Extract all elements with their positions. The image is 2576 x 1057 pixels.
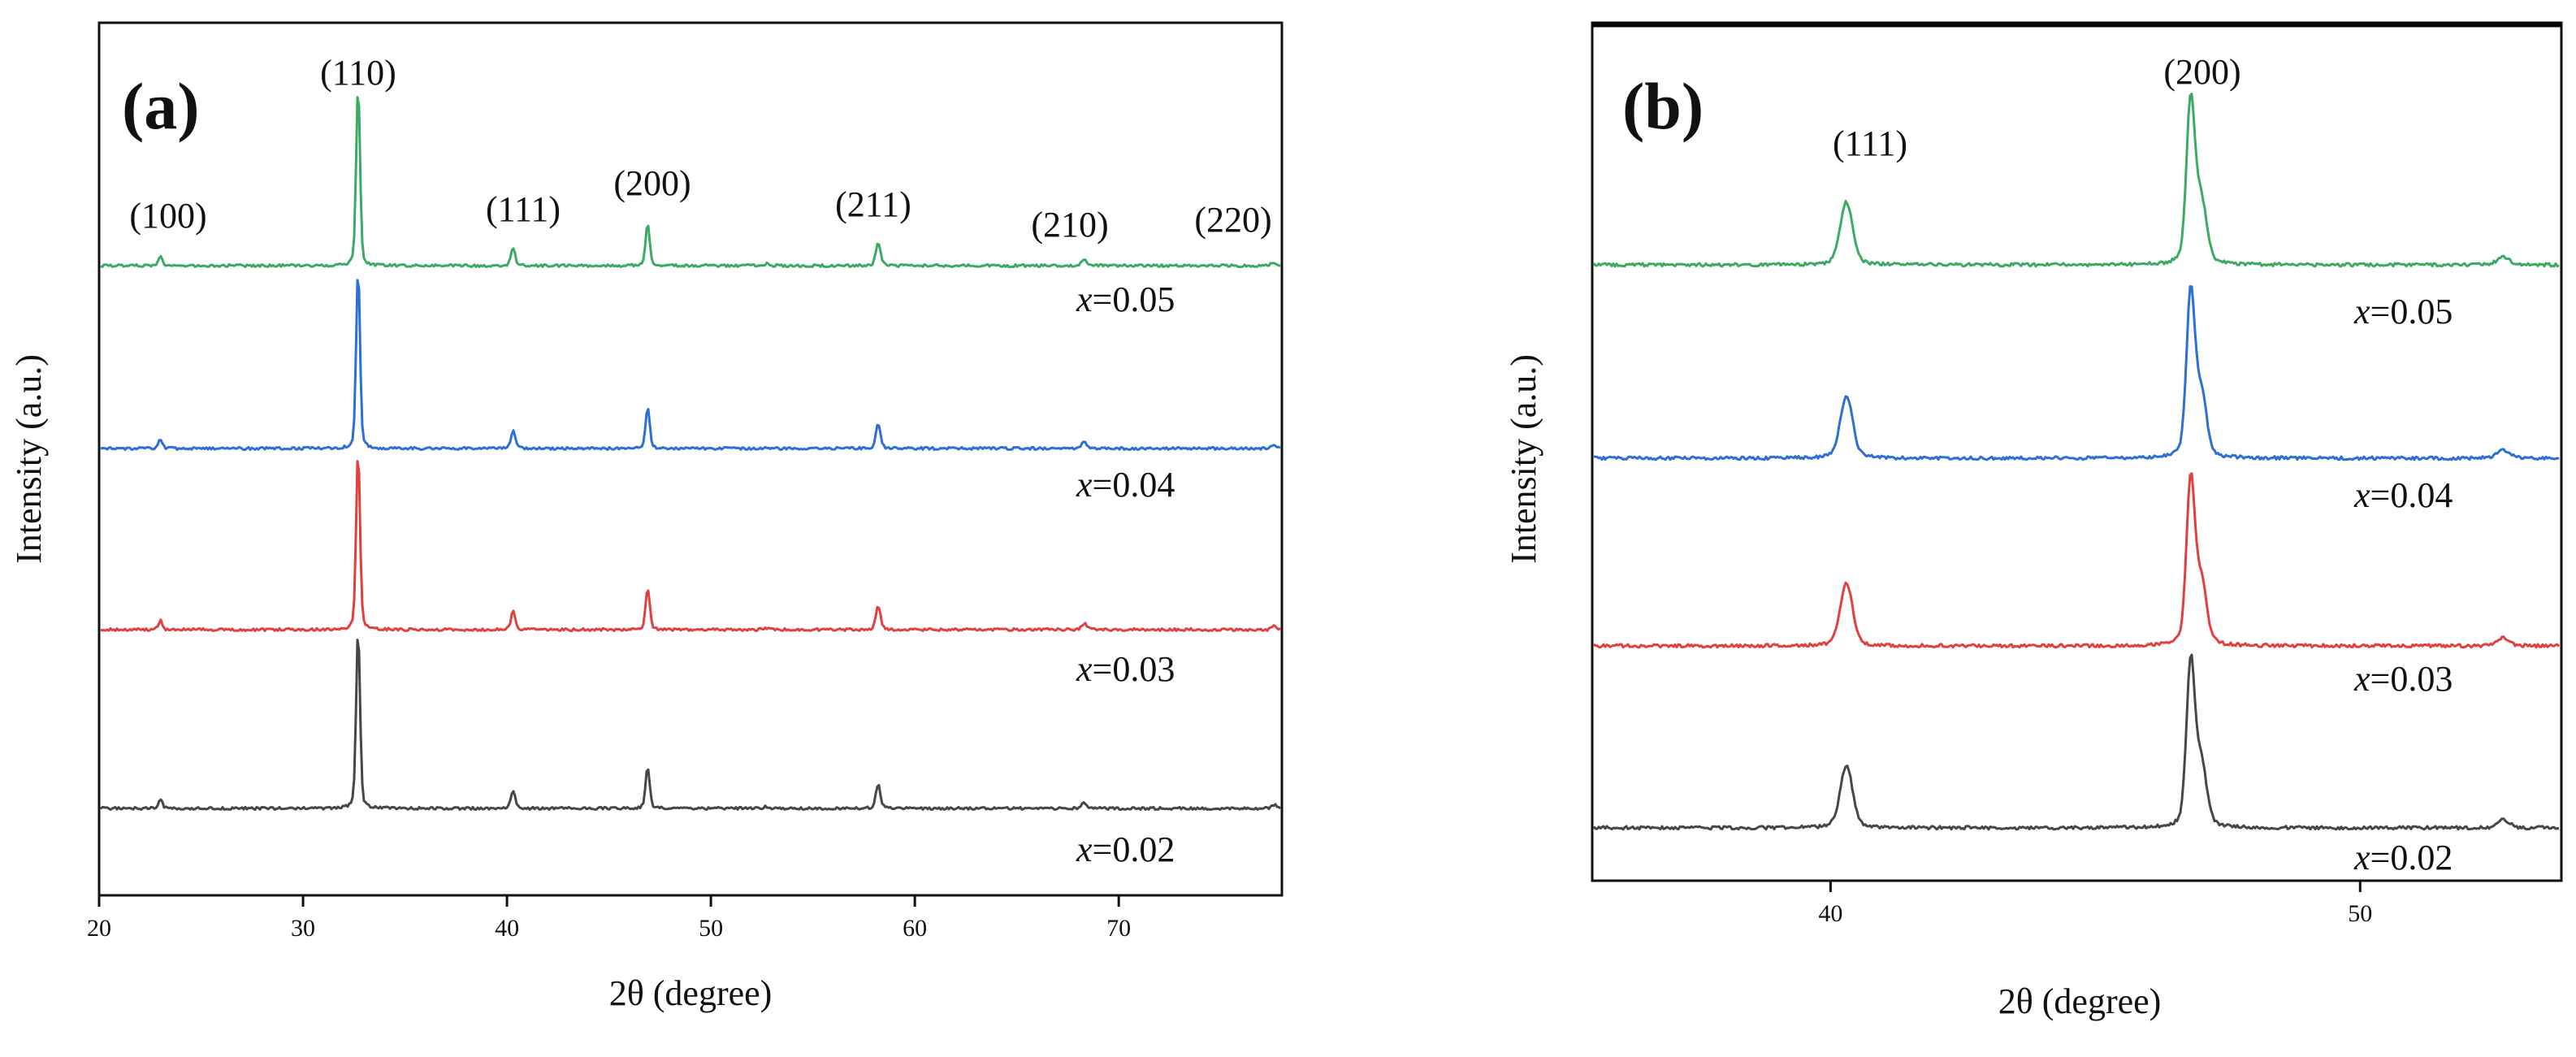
panel-b-series-label-x002: x=0.02 bbox=[2353, 838, 2453, 877]
panel-b-x-tick-label-50: 50 bbox=[2348, 900, 2372, 927]
panel-a-series-label-x003: x=0.03 bbox=[1076, 649, 1175, 689]
panel-b-series-x003 bbox=[1593, 472, 2561, 649]
panel-a-series-x004 bbox=[100, 279, 1281, 451]
panel-a-x-tick-label-30: 30 bbox=[291, 915, 315, 942]
panel-b-series-x002 bbox=[1592, 653, 2560, 831]
panel-a: 20 30 40 50 60 70 (a) (100) (110) (111) (200)… bbox=[9, 21, 1284, 1013]
panel-a-hkl-label-100: (100) bbox=[129, 196, 206, 236]
panel-b-y-axis-title: Intensity (a.u.) bbox=[1504, 354, 1543, 564]
panel-a-x-tick-label-50: 50 bbox=[699, 915, 723, 942]
panel-b-x-axis-title: 2θ (degree) bbox=[1998, 981, 2162, 1021]
panel-b-hkl-label-111: (111) bbox=[1833, 123, 1907, 163]
panel-a-series-label-x004: x=0.04 bbox=[1076, 465, 1175, 505]
panel-a-label: (a) bbox=[122, 69, 200, 143]
panel-a-x-tick-label-70: 70 bbox=[1106, 915, 1131, 942]
panel-a-hkl-label-220: (220) bbox=[1194, 200, 1271, 240]
panel-b-frame bbox=[1591, 21, 2563, 882]
panel-a-series-x003 bbox=[100, 460, 1281, 632]
panel-a-x-axis-title: 2θ (degree) bbox=[609, 973, 773, 1013]
panel-a-x-tick-label-60: 60 bbox=[903, 915, 927, 942]
panel-b-series-x005 bbox=[1592, 93, 2560, 268]
panel-b-series-label-x005: x=0.05 bbox=[2353, 292, 2453, 331]
panel-b-series-label-x003: x=0.03 bbox=[2353, 659, 2453, 699]
panel-a-y-axis-title: Intensity (a.u.) bbox=[9, 354, 49, 564]
panel-b-hkl-label-200: (200) bbox=[2163, 52, 2240, 92]
panel-a-hkl-label-210: (210) bbox=[1031, 205, 1108, 245]
panel-a-frame bbox=[97, 21, 1284, 897]
panel-a-hkl-label-211: (211) bbox=[835, 184, 911, 224]
panel-b-series-label-x004: x=0.04 bbox=[2353, 475, 2453, 515]
panel-a-hkl-label-110: (110) bbox=[320, 53, 396, 93]
panel-a-hkl-label-111: (111) bbox=[486, 189, 561, 229]
panel-a-series-x002 bbox=[99, 639, 1282, 812]
panel-a-series-label-x002: x=0.02 bbox=[1076, 830, 1175, 869]
panel-a-series-label-x005: x=0.05 bbox=[1076, 279, 1175, 319]
panel-a-x-tick-label-20: 20 bbox=[87, 915, 111, 942]
panel-a-hkl-label-200: (200) bbox=[613, 163, 691, 203]
panel-b-x-ticks: 40 50 bbox=[1818, 881, 2372, 927]
panel-a-traces bbox=[99, 96, 1282, 812]
panel-a-x-ticks: 20 30 40 50 60 70 bbox=[87, 895, 1131, 942]
panel-b-series-x004 bbox=[1594, 285, 2560, 461]
panel-b-traces bbox=[1592, 93, 2561, 831]
panel-a-x-tick-label-40: 40 bbox=[495, 915, 519, 942]
panel-a-series-x005 bbox=[100, 96, 1281, 269]
panel-b-x-tick-label-40: 40 bbox=[1818, 900, 1842, 927]
panel-b: 40 50 (b) (111) (200) x=0.05 x=0.04 x=0.0… bbox=[1504, 21, 2563, 1021]
panel-b-label: (b) bbox=[1622, 69, 1704, 143]
